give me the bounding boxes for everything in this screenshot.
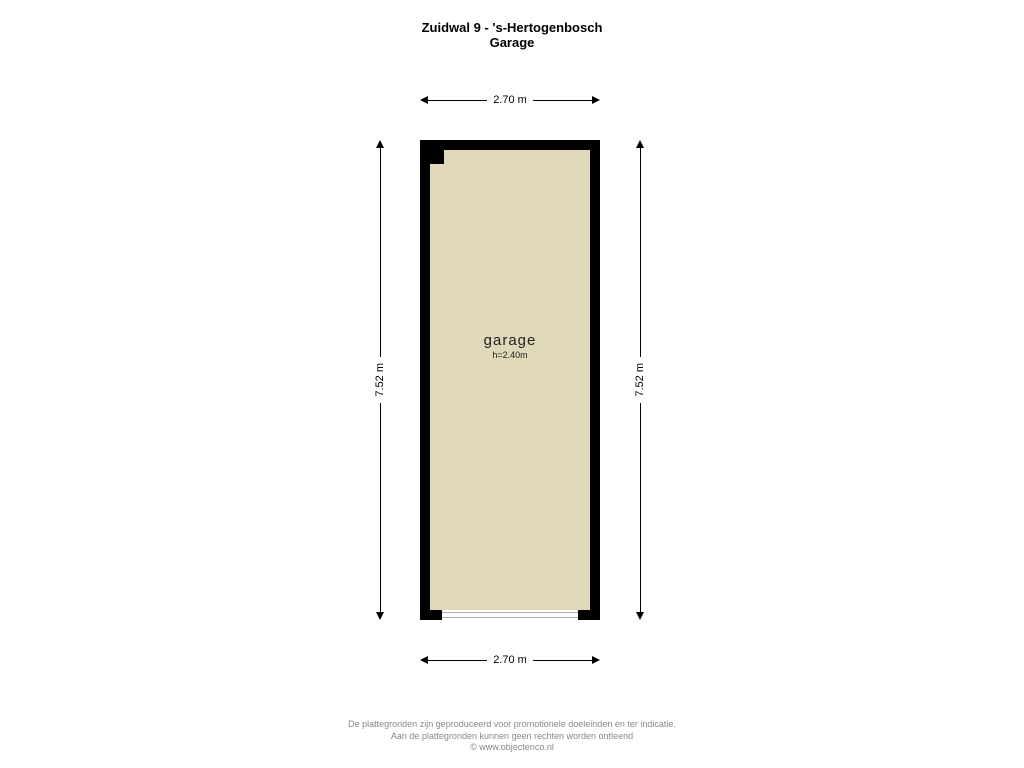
- dimension-height-label: 7.52 m: [634, 357, 646, 403]
- dimension-top: 2.70 m: [420, 92, 600, 108]
- arrow-up-icon: [636, 140, 644, 148]
- arrow-down-icon: [636, 612, 644, 620]
- footer-line3: © www.objectenco.nl: [0, 742, 1024, 754]
- room-fill: [430, 150, 590, 610]
- page-subtitle: Garage: [0, 35, 1024, 50]
- dim-line: [640, 148, 641, 357]
- garage-door: [442, 612, 578, 618]
- dim-line: [380, 148, 381, 357]
- header: Zuidwal 9 - 's-Hertogenbosch Garage: [0, 20, 1024, 50]
- dimension-width-label: 2.70 m: [487, 654, 533, 666]
- footer-line1: De plattegronden zijn geproduceerd voor …: [0, 719, 1024, 731]
- dimension-height-label: 7.52 m: [374, 357, 386, 403]
- dim-line: [533, 100, 592, 101]
- dim-line: [640, 403, 641, 612]
- dim-line: [533, 660, 592, 661]
- room-name: garage: [420, 332, 600, 349]
- pillar-top-left: [430, 150, 444, 164]
- room-label: garage h=2.40m: [420, 332, 600, 360]
- wall-bottom-right: [578, 610, 600, 620]
- floor-plan: garage h=2.40m: [420, 140, 600, 620]
- dim-line: [380, 403, 381, 612]
- arrow-left-icon: [420, 96, 428, 104]
- dimension-bottom: 2.70 m: [420, 652, 600, 668]
- wall-bottom-left: [420, 610, 442, 620]
- arrow-down-icon: [376, 612, 384, 620]
- dimension-left: 7.52 m: [372, 140, 388, 620]
- dim-line: [428, 660, 487, 661]
- arrow-right-icon: [592, 656, 600, 664]
- arrow-right-icon: [592, 96, 600, 104]
- wall-right: [590, 140, 600, 620]
- footer: De plattegronden zijn geproduceerd voor …: [0, 719, 1024, 754]
- footer-line2: Aan de plattegronden kunnen geen rechten…: [0, 731, 1024, 743]
- page-title: Zuidwal 9 - 's-Hertogenbosch: [0, 20, 1024, 35]
- room-height: h=2.40m: [420, 350, 600, 360]
- dim-line: [428, 100, 487, 101]
- wall-top: [420, 140, 600, 150]
- dimension-right: 7.52 m: [632, 140, 648, 620]
- dimension-width-label: 2.70 m: [487, 94, 533, 106]
- wall-left: [420, 140, 430, 620]
- arrow-left-icon: [420, 656, 428, 664]
- arrow-up-icon: [376, 140, 384, 148]
